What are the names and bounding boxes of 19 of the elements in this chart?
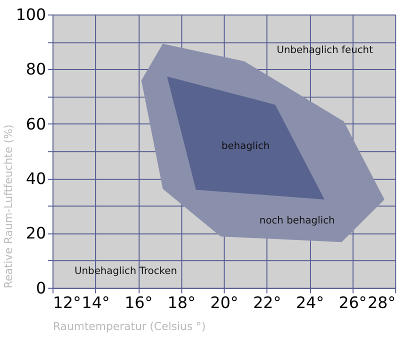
x-tick-label: 12° — [52, 293, 82, 312]
annotation: behaglich — [222, 141, 270, 152]
x-axis-title: Raumtemperatur (Celsius °) — [52, 320, 206, 333]
y-tick-label: 40 — [26, 168, 46, 188]
x-tick-label: 20° — [210, 293, 238, 312]
x-tick-label: 24° — [296, 293, 324, 312]
x-tick-label: 22° — [253, 293, 282, 312]
x-tick-label: 16° — [124, 293, 153, 312]
x-tick-label: 28° — [368, 293, 396, 312]
y-tick-label: 100 — [16, 4, 46, 24]
x-tick-label: 18° — [167, 293, 196, 312]
y-tick-label: 60 — [26, 114, 46, 134]
y-tick-label: 0 — [36, 278, 46, 298]
x-tick-label: 14° — [82, 293, 110, 312]
annotation: noch behaglich — [259, 215, 335, 226]
y-tick-label: 80 — [26, 60, 46, 79]
y-tick-label: 20 — [26, 224, 46, 243]
y-axis-title: Reative Raum-Luftfeuchte (%) — [2, 124, 15, 288]
x-tick-label: 26° — [338, 293, 367, 312]
